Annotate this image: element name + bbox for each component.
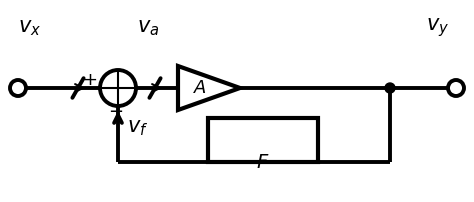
Circle shape — [100, 70, 136, 106]
Text: $v_x$: $v_x$ — [18, 18, 42, 38]
Text: $F$: $F$ — [256, 153, 270, 171]
Text: $v_a$: $v_a$ — [137, 18, 159, 38]
Text: $+$: $+$ — [82, 71, 98, 89]
Text: $-$: $-$ — [109, 101, 124, 119]
Bar — [208, 118, 318, 162]
Text: $v_f$: $v_f$ — [128, 118, 149, 138]
Circle shape — [385, 83, 395, 93]
Text: $A$: $A$ — [193, 79, 207, 97]
Text: $v_y$: $v_y$ — [427, 17, 449, 39]
Polygon shape — [178, 66, 240, 110]
